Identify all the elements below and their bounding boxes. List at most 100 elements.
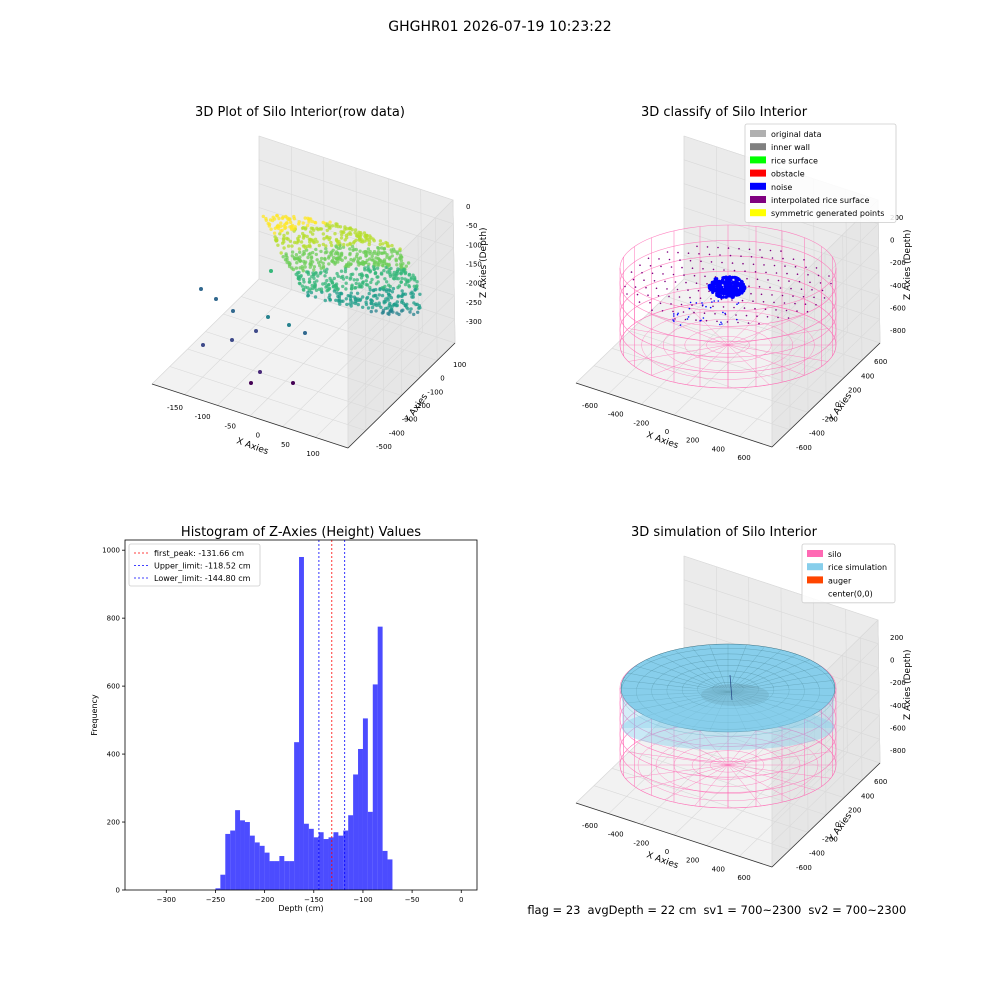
floor-spoke [651, 314, 729, 346]
noise-point [676, 313, 679, 316]
histogram-bar [377, 626, 383, 890]
panel-simulation: 3D simulation of Silo Interior -600-400-… [575, 525, 913, 882]
data-point [353, 231, 357, 235]
data-point [300, 284, 305, 288]
surface-point [696, 245, 698, 248]
surface-point [817, 274, 820, 277]
legend-swatch [807, 576, 823, 584]
x-tick-label: −200 [255, 896, 274, 904]
center-marker [729, 674, 733, 701]
rice-mesh [727, 691, 811, 717]
surface-point [731, 299, 733, 301]
surface-point [716, 320, 718, 323]
surface-point [737, 321, 739, 324]
rice-mesh [727, 659, 811, 693]
histogram-bar [299, 556, 304, 890]
data-point [334, 298, 338, 302]
data-point [370, 258, 374, 262]
noise-point [713, 300, 715, 302]
data-point [281, 255, 285, 259]
surface-point [756, 278, 759, 281]
data-point [302, 288, 306, 292]
data-point [352, 247, 356, 251]
histogram-bar [294, 742, 300, 890]
tick-label: 200 [848, 387, 861, 395]
data-point [410, 290, 414, 294]
data-point [276, 226, 281, 231]
data-point [324, 285, 328, 289]
data-point [376, 252, 380, 257]
histogram-bar [230, 830, 236, 890]
data-point [314, 252, 318, 257]
surface-point [626, 293, 628, 295]
noise-point [705, 305, 707, 308]
data-point [361, 295, 365, 299]
data-point [285, 260, 289, 264]
rice-mesh [727, 646, 765, 693]
noise-point [715, 287, 719, 292]
surface-point [775, 309, 777, 311]
surface-point [828, 275, 830, 277]
data-point [404, 264, 408, 268]
data-point [339, 291, 343, 295]
legend-label: obstacle [771, 170, 805, 179]
data-point [264, 216, 268, 221]
data-point [294, 253, 299, 257]
data-point [387, 263, 391, 268]
data-point [381, 242, 385, 246]
noise-point [717, 282, 722, 286]
histogram-bar [254, 842, 260, 890]
data-point [366, 247, 371, 251]
surface-point [653, 280, 656, 282]
surface-point [722, 306, 725, 308]
noise-point [728, 275, 732, 279]
x-axis-label: X Axies [235, 436, 270, 457]
legend-swatch [750, 196, 766, 203]
data-point [400, 298, 404, 303]
data-point [312, 280, 317, 284]
surface-point [723, 269, 725, 271]
data-point [350, 283, 354, 287]
tick-label: 400 [861, 792, 874, 800]
tick-label: -600 [796, 444, 812, 452]
data-point [398, 247, 402, 251]
data-point [307, 252, 311, 257]
histogram-bar [358, 748, 363, 890]
noise-cluster [672, 275, 747, 326]
surface-point [672, 273, 675, 276]
data-point [382, 268, 386, 273]
x-axis-line [575, 382, 773, 448]
data-point [385, 270, 390, 274]
surface-point [766, 316, 769, 318]
floor-spoke [625, 751, 729, 766]
rice-mesh [659, 654, 729, 693]
data-point [334, 222, 338, 226]
surface-point [804, 303, 807, 306]
data-point [388, 255, 392, 260]
surface-point [655, 287, 658, 290]
grid-line [452, 199, 456, 344]
data-point [374, 293, 378, 298]
data-point [267, 222, 272, 226]
data-point [363, 266, 367, 270]
noise-point [673, 315, 675, 317]
data-point [281, 237, 286, 242]
data-point [334, 250, 339, 254]
data-point [316, 274, 320, 278]
legend-swatch [750, 130, 766, 137]
data-point [354, 267, 358, 271]
histogram-bar [244, 822, 250, 890]
data-point [314, 271, 318, 275]
surface-point [786, 272, 788, 275]
data-point [307, 217, 311, 221]
noise-point [721, 323, 723, 325]
tick-label: -200 [415, 402, 431, 410]
surface-point [651, 309, 653, 312]
surface-point [813, 296, 815, 299]
surface-point [666, 288, 668, 290]
tick-label: -150 [167, 404, 183, 412]
legend-frame [128, 543, 261, 587]
rice-body [622, 688, 834, 728]
data-point [381, 286, 386, 290]
data-point [338, 225, 343, 229]
